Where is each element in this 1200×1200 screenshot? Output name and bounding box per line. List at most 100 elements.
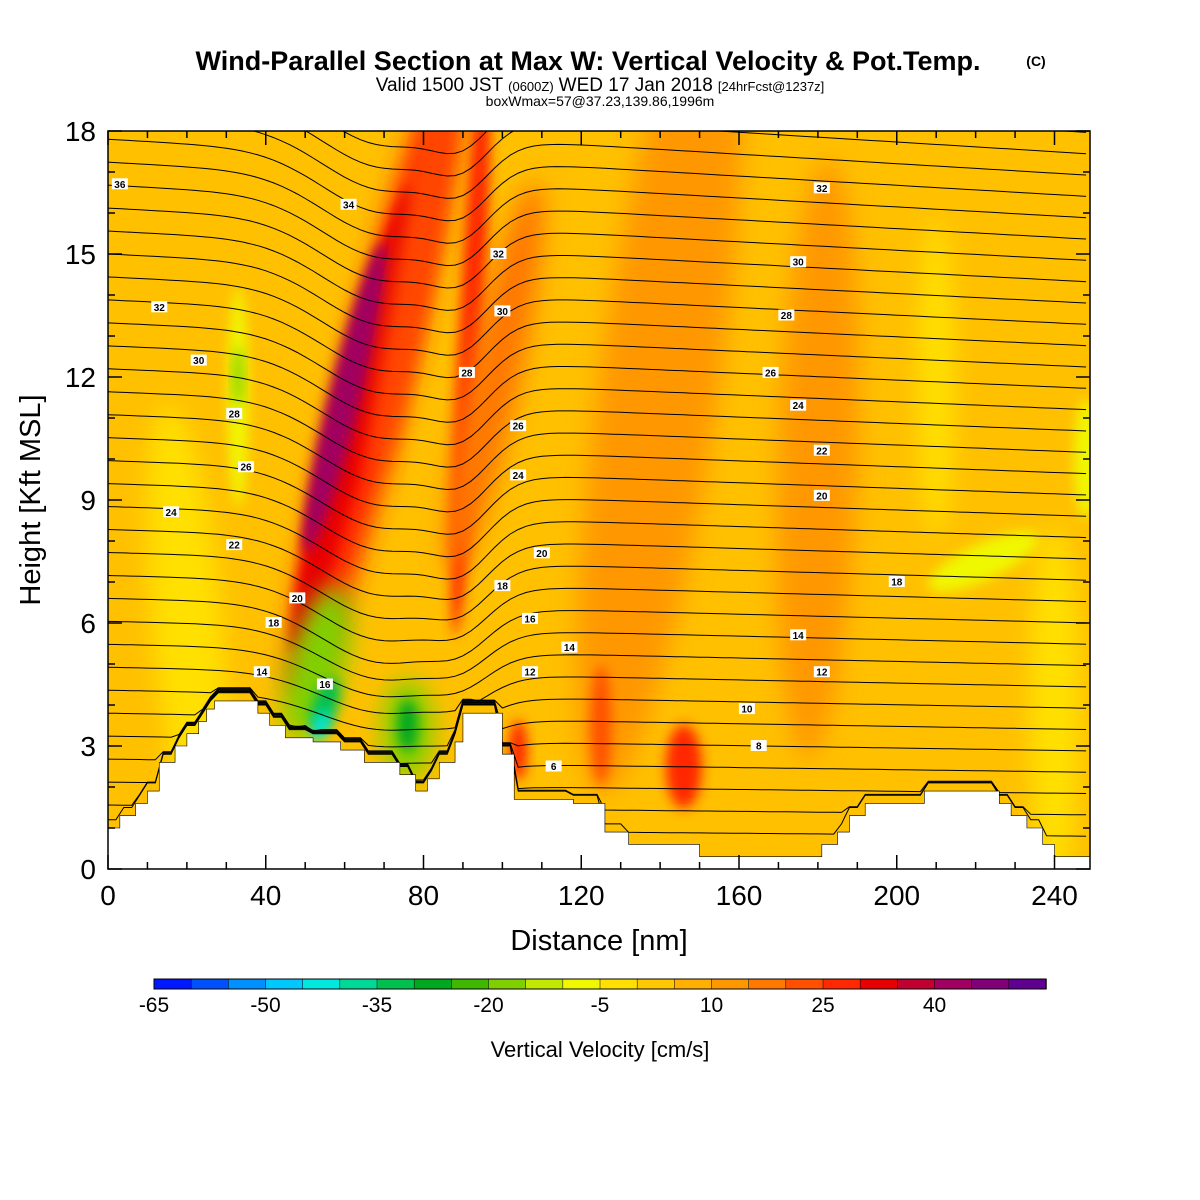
x-tick-label: 80 [408, 880, 439, 911]
theta-contour-line [108, 551, 1087, 621]
colorbar-tick-label: -20 [473, 994, 503, 1017]
theta-contour-line [108, 345, 1087, 423]
colorbar-swatch [562, 978, 601, 990]
colorbar-swatch [190, 978, 230, 990]
contour-label-text: 32 [493, 250, 505, 261]
x-tick-label: 240 [1031, 880, 1078, 911]
colorbar-tick-label: -50 [250, 994, 280, 1017]
colorbar-swatch [822, 978, 861, 990]
theta-contour-line [304, 131, 1087, 177]
colorbar-swatch [228, 978, 267, 990]
theta-contour-line [108, 574, 1087, 642]
colorbar-swatch [413, 978, 453, 990]
colorbar-tick-label: 25 [811, 994, 834, 1017]
contour-label-text: 24 [513, 471, 525, 482]
x-axis-label: Distance [nm] [510, 925, 687, 957]
contour-label-text: 20 [816, 491, 828, 502]
updraft-stripe [445, 181, 544, 573]
contour-label: 20 [813, 489, 830, 502]
contour-label-bg [494, 305, 511, 317]
y-tick-label: 3 [80, 731, 96, 762]
contour-label-bg [813, 666, 830, 678]
colorbar-swatch [859, 978, 899, 990]
colorbar-swatch [525, 978, 564, 990]
field-yellow-band [918, 217, 955, 537]
colorbar-swatch [785, 978, 824, 990]
x-tick-label: 200 [873, 880, 920, 911]
colorbar-swatch [302, 978, 341, 990]
contour-label: 26 [510, 420, 527, 433]
contour-label-bg [545, 760, 562, 772]
contour-label: 8 [750, 740, 767, 753]
contour-label: 14 [253, 666, 270, 679]
colorbar-swatch [934, 978, 973, 990]
contour-label: 36 [111, 178, 128, 191]
colorbar-tick-label: -5 [591, 994, 610, 1017]
contour-label-text: 18 [497, 582, 509, 593]
field-warm-band [576, 131, 744, 793]
contour-label-bg [888, 576, 905, 587]
colorbar-tick-label: 40 [923, 994, 946, 1017]
contour-label: 32 [490, 248, 507, 261]
contour-label-bg [790, 256, 807, 268]
contour-label-text: 32 [816, 184, 828, 195]
contour-label-text: 14 [256, 668, 268, 679]
contour-label-text: 30 [793, 258, 805, 269]
downdraft-core [233, 347, 244, 407]
contour-label-bg [490, 248, 507, 259]
contour-label-bg [340, 198, 357, 210]
theta-contour-line [108, 529, 1087, 601]
colorbar-tick-label: -65 [139, 994, 169, 1017]
field-yellow-band [1029, 525, 1080, 869]
contour-label-text: 28 [461, 368, 473, 379]
terrain [108, 700, 1090, 869]
contour-label-bg [238, 461, 255, 473]
colorbar-swatch [897, 978, 936, 990]
contour-label-text: 34 [343, 200, 355, 211]
colorbar: -65 -50 -35 -20 -5 10 25 40 [139, 978, 1047, 1017]
contour-label-text: 14 [793, 631, 805, 642]
theta-contour-line [108, 597, 1087, 664]
theta-contour-line [108, 620, 1087, 681]
contour-label: 16 [316, 678, 333, 691]
updraft-core [302, 242, 387, 553]
contour-label-bg [494, 580, 511, 592]
contour-label: 28 [778, 309, 795, 322]
contour-labels: 8 6 10 12 12 14 14 14 16 16 18 18 18 20 20 20 22 22 24 24 24… [111, 178, 905, 773]
colorbar-swatch [748, 978, 787, 990]
theta-contour-line [108, 138, 1087, 222]
colorbar-swatch [971, 978, 1010, 990]
contour-label-text: 30 [193, 356, 205, 367]
colorbar-swatch [674, 978, 713, 990]
contour-label-bg [316, 678, 333, 690]
contour-label: 22 [813, 444, 830, 457]
theta-contour-line [108, 666, 1087, 715]
y-tick-label: 12 [65, 362, 96, 393]
contour-label: 24 [790, 399, 807, 412]
y-tick-label: 6 [80, 608, 96, 639]
colorbar-swatch [153, 978, 192, 990]
contour-label-bg [813, 444, 830, 456]
theta-contour-line [108, 161, 1087, 244]
theta-contours [108, 131, 1087, 837]
contour-label-bg [253, 666, 270, 678]
contour-label-text: 20 [536, 549, 548, 560]
contour-label-bg [762, 366, 779, 378]
contour-label: 10 [738, 703, 755, 716]
contour-label: 26 [762, 366, 779, 379]
chart-title: Wind-Parallel Section at Max W: Vertical… [196, 46, 981, 76]
contour-label-text: 8 [756, 742, 762, 753]
contour-label: 24 [510, 469, 527, 482]
contour-label: 34 [340, 198, 357, 211]
theta-contour-line [108, 230, 1087, 311]
x-tick-label: 160 [716, 880, 763, 911]
contour-label: 30 [790, 256, 807, 269]
contour-label: 20 [289, 592, 306, 605]
contour-label: 18 [888, 576, 905, 589]
x-tick-label: 0 [100, 880, 116, 911]
contour-label-bg [289, 592, 306, 604]
colorbar-tick-label: 10 [700, 994, 723, 1017]
y-tick-label: 9 [80, 485, 96, 516]
valid-z: (0600Z) [508, 79, 554, 94]
contour-label: 12 [813, 666, 830, 679]
